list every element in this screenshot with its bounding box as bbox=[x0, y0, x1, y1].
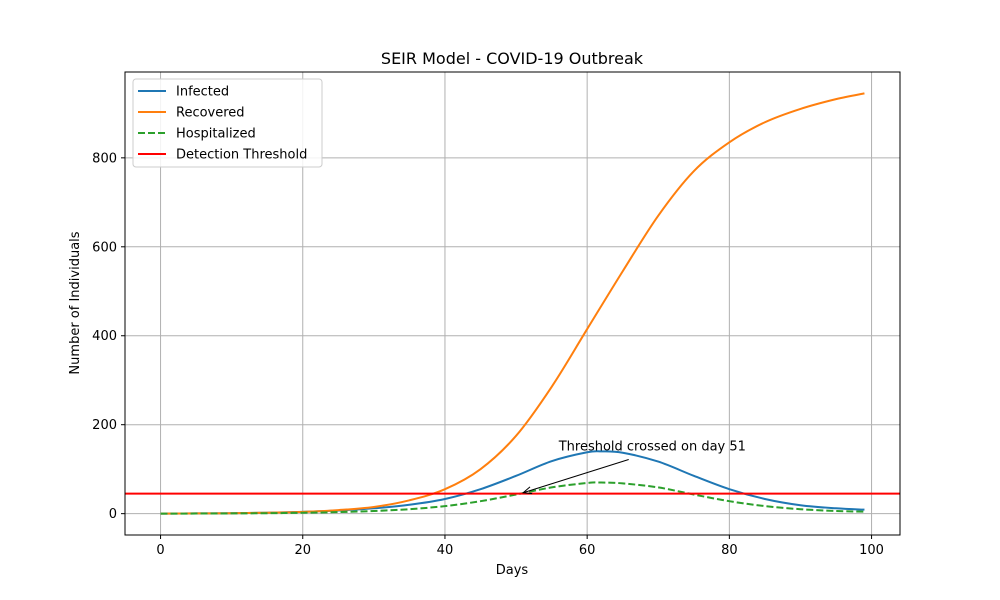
y-axis-label: Number of Individuals bbox=[68, 231, 83, 374]
x-tick-label: 100 bbox=[859, 543, 884, 558]
legend-label-detection-threshold: Detection Threshold bbox=[176, 148, 307, 163]
legend: Infected Recovered Hospitalized Detection T… bbox=[132, 78, 323, 168]
annotation-arrowhead bbox=[521, 486, 533, 495]
hospitalized-line bbox=[160, 481, 865, 515]
legend-label-infected: Infected bbox=[176, 85, 229, 100]
plot-frame bbox=[124, 71, 901, 536]
x-tick-label: 20 bbox=[294, 543, 311, 558]
y-tick-label: 400 bbox=[92, 329, 117, 344]
x-tick-label: 40 bbox=[437, 543, 454, 558]
legend-box bbox=[132, 78, 323, 168]
legend-label-hospitalized: Hospitalized bbox=[176, 127, 256, 142]
recovered-line bbox=[160, 92, 865, 515]
x-tick-label: 80 bbox=[721, 543, 738, 558]
x-axis-label: Days bbox=[496, 563, 529, 578]
axis-ticks: 0 20 40 60 80 100 0 200 400 600 800 bbox=[92, 151, 884, 558]
chart-title: SEIR Model - COVID-19 Outbreak bbox=[381, 49, 644, 68]
legend-label-recovered: Recovered bbox=[176, 106, 245, 121]
annotation-arrow bbox=[523, 459, 629, 494]
annotation-text: Threshold crossed on day 51 bbox=[558, 439, 746, 454]
grid-lines bbox=[125, 72, 900, 535]
y-tick-label: 800 bbox=[92, 151, 117, 166]
x-tick-label: 60 bbox=[579, 543, 596, 558]
annotation: Threshold crossed on day 51 bbox=[521, 439, 746, 495]
y-tick-label: 600 bbox=[92, 240, 117, 255]
x-tick-label: 0 bbox=[156, 543, 164, 558]
y-tick-label: 0 bbox=[109, 507, 117, 522]
y-tick-label: 200 bbox=[92, 418, 117, 433]
